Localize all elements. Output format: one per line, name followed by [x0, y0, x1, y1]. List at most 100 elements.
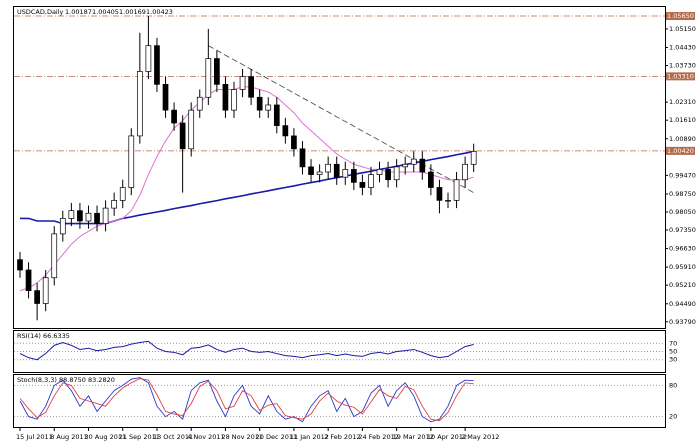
candle-body	[239, 76, 246, 90]
candle-body	[359, 181, 366, 188]
stoch-line	[19, 378, 474, 422]
candle-body	[453, 179, 460, 201]
stoch-tick-label: 80	[669, 381, 677, 389]
y-tick-label: 0.98750	[669, 190, 696, 198]
candle-body	[222, 83, 229, 111]
x-tick-label: 19 Mar 2012	[393, 433, 434, 441]
candle-body	[102, 207, 109, 224]
trendline	[208, 45, 474, 194]
stoch-line	[19, 377, 474, 423]
candle-body	[231, 89, 237, 111]
x-tick-label: 20 Dec 2011	[256, 433, 298, 441]
y-tick-label: 0.95910	[669, 263, 696, 271]
x-tick-label: 2 Feb 2012	[324, 433, 360, 441]
level-box	[666, 12, 695, 21]
candle-body	[393, 166, 400, 181]
y-tick-label: 0.98050	[669, 208, 696, 216]
level-label: 1.03310	[667, 72, 694, 80]
candle-body	[171, 109, 177, 124]
candle-body	[273, 104, 280, 126]
candle-body	[154, 45, 160, 85]
rsi-panel	[13, 330, 666, 373]
candle-body	[256, 96, 263, 111]
y-tick-label: 0.93790	[669, 318, 696, 326]
y-tick-label: 0.97350	[669, 226, 696, 234]
y-tick-label: 1.00890	[669, 135, 696, 143]
candle-body	[350, 169, 357, 183]
candle-body	[119, 187, 126, 201]
level-label: 1.05650	[667, 12, 694, 20]
candle-body	[308, 166, 314, 175]
header-value: 1.00405	[92, 8, 119, 16]
candle-body	[265, 104, 272, 111]
candle-body	[59, 218, 66, 235]
header-value: 1.00169	[119, 8, 146, 16]
candle-body	[282, 125, 289, 137]
header-value: 1.00423	[146, 8, 173, 16]
candle-body	[419, 158, 426, 173]
candle-body	[316, 171, 323, 175]
candle-body	[188, 109, 195, 150]
stoch-panel	[13, 374, 666, 428]
rsi-line	[19, 340, 474, 361]
rsi-tick-label: 70	[669, 339, 677, 347]
rsi-title: RSI(14) 66.6335	[17, 332, 70, 340]
candle-body	[136, 71, 143, 137]
candle-body	[85, 212, 92, 222]
candle-body	[248, 76, 254, 98]
candle-body	[162, 83, 169, 111]
candle-body	[34, 290, 40, 304]
candle-body	[470, 151, 477, 165]
candle-body	[179, 122, 186, 150]
candle-body	[128, 135, 135, 188]
level-box	[666, 146, 695, 155]
candle-body	[385, 169, 391, 181]
candle-body	[111, 200, 118, 209]
candle-body	[68, 210, 75, 219]
candle-body	[325, 163, 332, 173]
chart-title: USDCAD,Daily	[17, 8, 64, 16]
x-tick-label: 8 Aug 2011	[50, 433, 88, 441]
rsi-tick-label: 50	[669, 348, 677, 356]
candle-body	[42, 277, 49, 304]
x-tick-label: 15 Jul 2011	[16, 433, 53, 441]
candle-body	[299, 148, 306, 168]
x-tick-label: 24 Feb 2012	[358, 433, 398, 441]
candle-body	[410, 158, 417, 165]
candle-body	[196, 96, 203, 111]
candle-body	[368, 174, 374, 188]
x-tick-label: 11 Jan 2012	[290, 433, 329, 441]
stoch-tick-label: 20	[669, 413, 677, 421]
candle-body	[77, 210, 83, 222]
candle-body	[342, 169, 349, 178]
y-tick-label: 1.03730	[669, 62, 696, 70]
candle-body	[428, 171, 434, 188]
x-tick-label: 30 Aug 2011	[84, 433, 126, 441]
y-tick-label: 1.05150	[669, 25, 696, 33]
main-panel	[13, 6, 666, 329]
header-value: 1.00187	[65, 8, 92, 16]
level-label: 1.00420	[667, 147, 694, 155]
y-tick-label: 0.94490	[669, 300, 696, 308]
candle-body	[333, 163, 340, 178]
x-tick-label: 21 Sep 2011	[119, 433, 160, 441]
y-tick-label: 0.96630	[669, 245, 696, 253]
candle-body	[436, 187, 443, 201]
y-tick-label: 1.02310	[669, 98, 696, 106]
x-tick-label: 28 Nov 2011	[221, 433, 263, 441]
x-tick-label: 4 Nov 2011	[187, 433, 225, 441]
x-tick-label: 13 Oct 2011	[153, 433, 193, 441]
stoch-title: Stoch(8,3,3) 88.8750 83.2820	[17, 376, 115, 384]
x-tick-label: 10 Apr 2012	[427, 433, 467, 441]
candle-body	[145, 45, 152, 72]
candle-body	[402, 163, 409, 168]
y-tick-label: 0.99470	[669, 171, 696, 179]
y-tick-label: 1.01610	[669, 116, 696, 124]
candle-body	[25, 269, 32, 291]
level-box	[666, 72, 695, 81]
candle-body	[462, 163, 468, 181]
rsi-tick-label: 30	[669, 356, 677, 364]
x-tick-label: 2 May 2012	[461, 433, 499, 441]
